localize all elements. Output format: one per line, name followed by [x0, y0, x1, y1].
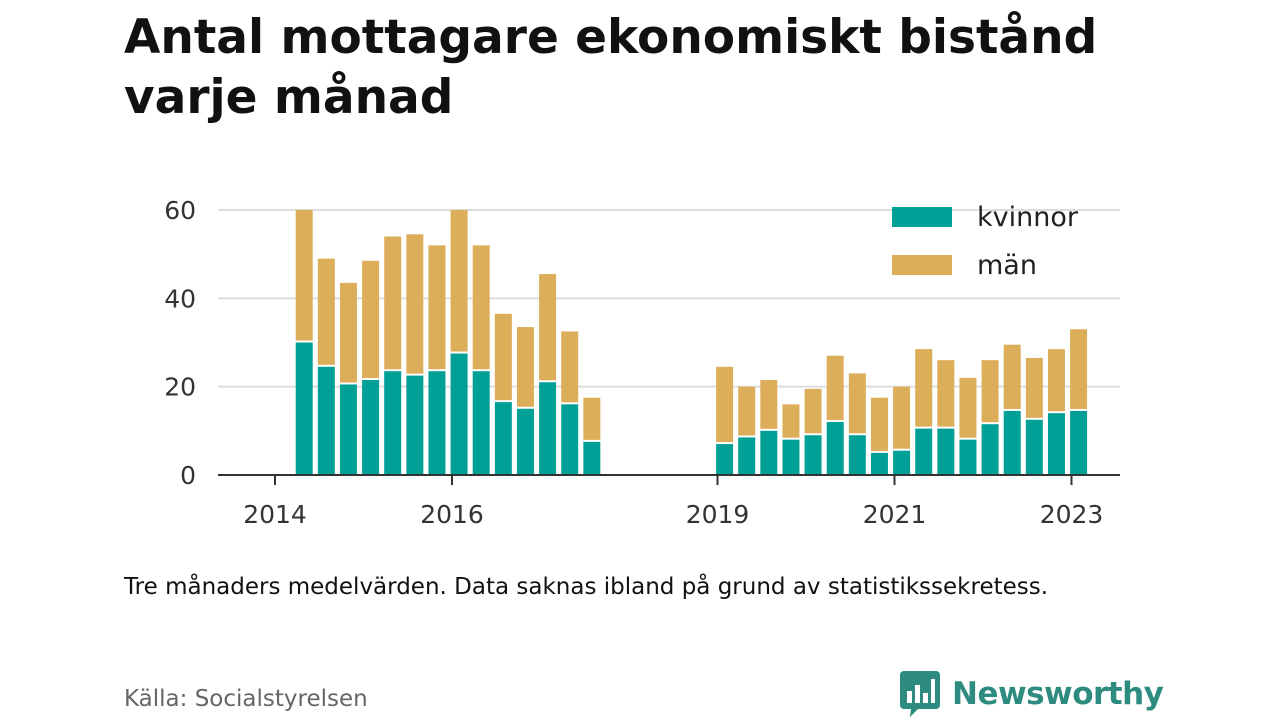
- bar-kvinnor: [716, 444, 734, 475]
- bar-kvinnor: [406, 375, 424, 475]
- bar-kvinnor: [362, 380, 380, 475]
- bar-man: [406, 234, 424, 374]
- bar-kvinnor: [826, 422, 844, 475]
- bar-man: [782, 404, 800, 438]
- bar-kvinnor: [738, 437, 756, 475]
- bar-kvinnor: [1070, 410, 1088, 475]
- bar-man: [428, 245, 446, 370]
- bar-man: [760, 380, 778, 429]
- bar-man: [826, 355, 844, 420]
- x-tick-label: 2019: [686, 500, 750, 529]
- bar-man: [870, 397, 888, 451]
- bar-kvinnor: [782, 439, 800, 475]
- bar-man: [848, 373, 866, 434]
- bar-kvinnor: [539, 382, 557, 475]
- bar-man: [738, 386, 756, 436]
- bar-kvinnor: [1003, 410, 1021, 475]
- bar-kvinnor: [848, 435, 866, 475]
- bar-man: [472, 245, 490, 370]
- bar-man: [317, 258, 335, 365]
- bar-kvinnor: [893, 450, 911, 475]
- bar-kvinnor: [915, 428, 933, 475]
- bar-kvinnor: [295, 342, 313, 475]
- y-tick-label: 60: [164, 196, 196, 225]
- bar-kvinnor: [561, 404, 579, 475]
- bar-man: [893, 386, 911, 449]
- legend-swatch-man: [892, 255, 952, 275]
- chart-note: Tre månaders medelvärden. Data saknas ib…: [124, 574, 1049, 600]
- legend-swatch-kvinnor: [892, 207, 952, 227]
- bar-chart-bubble-icon: [900, 671, 940, 717]
- bar-kvinnor: [1047, 413, 1065, 475]
- x-tick-label: 2023: [1040, 500, 1104, 529]
- bar-man: [716, 366, 734, 443]
- y-tick-label: 20: [164, 373, 196, 402]
- bar-man: [494, 313, 512, 401]
- bar-man: [450, 210, 468, 352]
- bar-kvinnor: [472, 371, 490, 475]
- bar-man: [539, 274, 557, 381]
- legend-label: män: [977, 250, 1037, 281]
- bar-kvinnor: [428, 371, 446, 475]
- bar-kvinnor: [804, 435, 822, 475]
- y-tick-label: 40: [164, 284, 196, 313]
- bar-man: [959, 377, 977, 438]
- bar-man: [516, 327, 534, 407]
- bar-kvinnor: [760, 430, 778, 475]
- bar-man: [583, 397, 601, 440]
- bar-man: [1070, 329, 1088, 409]
- bar-man: [339, 282, 357, 383]
- x-tick-label: 2021: [863, 500, 927, 529]
- bar-kvinnor: [516, 408, 534, 475]
- bar-kvinnor: [317, 366, 335, 475]
- chart-title: Antal mottagare ekonomiskt bistånd varje…: [124, 10, 1098, 125]
- bar-man: [804, 388, 822, 434]
- x-tick-label: 2016: [420, 500, 484, 529]
- bar-kvinnor: [450, 353, 468, 475]
- bar-man: [1025, 357, 1043, 418]
- bar-man: [915, 349, 933, 427]
- bar-man: [295, 210, 313, 341]
- legend-label: kvinnor: [977, 202, 1079, 233]
- bar-man: [981, 360, 999, 423]
- bar-kvinnor: [981, 424, 999, 475]
- bar-man: [1047, 349, 1065, 412]
- bar-kvinnor: [339, 384, 357, 475]
- bar-man: [384, 236, 402, 370]
- x-tick-label: 2014: [243, 500, 307, 529]
- bar-kvinnor: [494, 402, 512, 475]
- bar-kvinnor: [959, 439, 977, 475]
- source-credit: Källa: Socialstyrelsen: [124, 686, 368, 712]
- bar-kvinnor: [937, 428, 955, 475]
- brand-logo: Newsworthy: [900, 670, 1164, 718]
- brand-name: Newsworthy: [952, 676, 1164, 712]
- bar-man: [561, 331, 579, 403]
- y-tick-label: 0: [180, 461, 196, 490]
- bar-man: [1003, 344, 1021, 409]
- bar-kvinnor: [870, 452, 888, 475]
- bar-kvinnor: [1025, 419, 1043, 475]
- bar-kvinnor: [583, 441, 601, 475]
- bar-kvinnor: [384, 371, 402, 475]
- bar-man: [937, 360, 955, 427]
- bar-man: [362, 260, 380, 379]
